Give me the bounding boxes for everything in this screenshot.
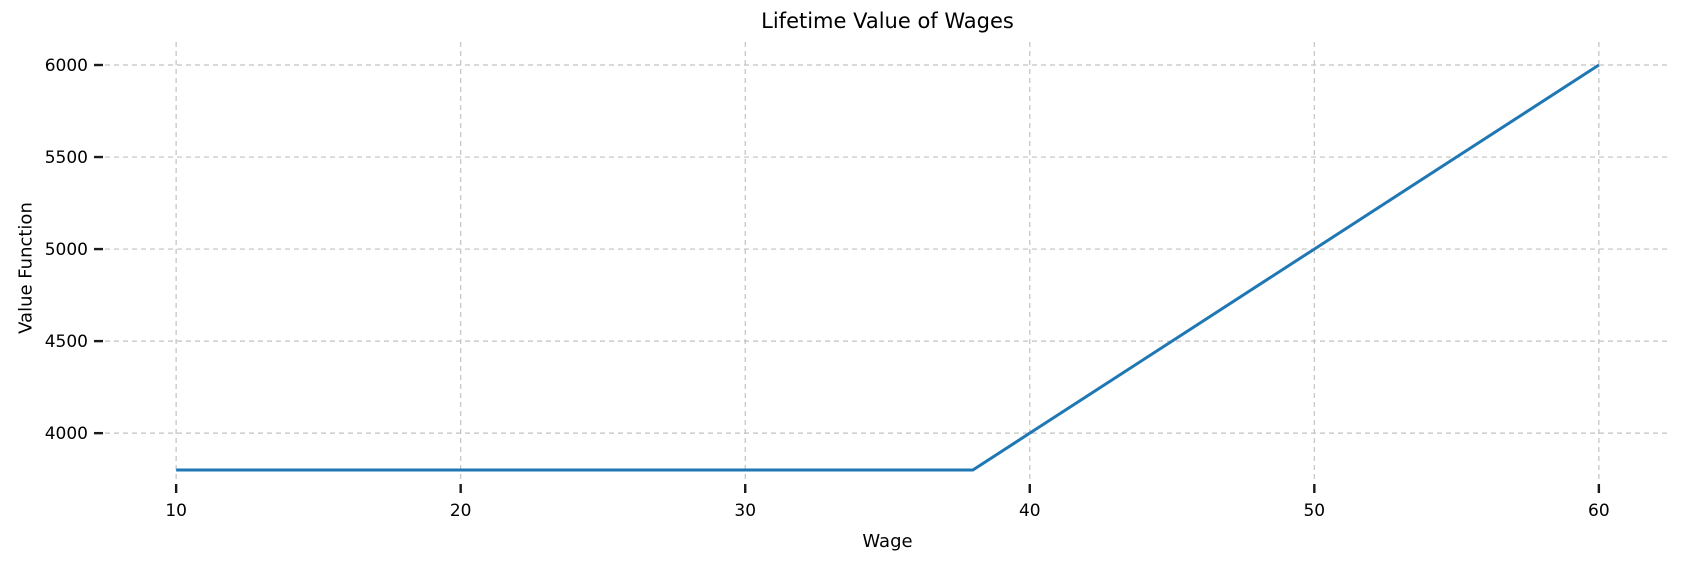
x-tick-label: 40 bbox=[1019, 501, 1041, 521]
x-axis-label: Wage bbox=[862, 531, 913, 552]
y-tick-label: 5500 bbox=[45, 148, 88, 168]
x-tick-label: 60 bbox=[1588, 501, 1610, 521]
y-axis-label: Value Function bbox=[15, 202, 37, 334]
y-tick-label: 4500 bbox=[45, 332, 88, 352]
y-tick-label: 5000 bbox=[45, 240, 88, 260]
x-tick-label: 50 bbox=[1303, 501, 1325, 521]
x-tick-label: 20 bbox=[450, 501, 472, 521]
value-function-line bbox=[176, 63, 1600, 472]
chart-title: Lifetime Value of Wages bbox=[761, 9, 1014, 33]
y-tick-label: 6000 bbox=[45, 56, 88, 76]
x-tick-label: 30 bbox=[734, 501, 756, 521]
y-tick-label: 4000 bbox=[45, 424, 88, 444]
x-tick-label: 10 bbox=[165, 501, 187, 521]
